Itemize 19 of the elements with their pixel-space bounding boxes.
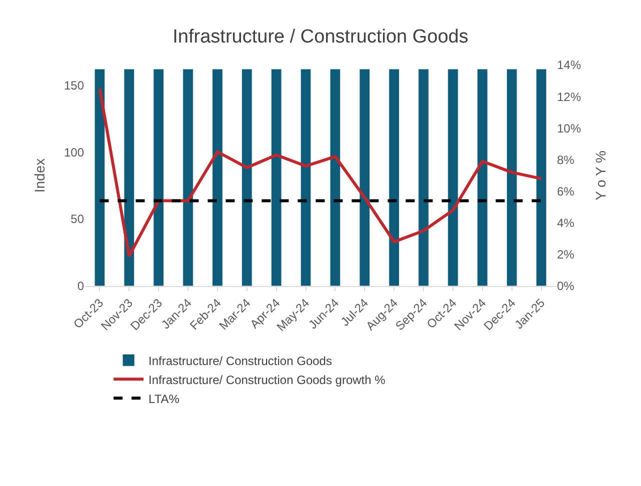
chart-title: Infrastructure / Construction Goods (172, 26, 468, 48)
y-tick-label: 100 (64, 145, 84, 160)
legend-label: Infrastructure/ Construction Goods (148, 354, 332, 368)
y2-tick-label: 0% (557, 279, 575, 294)
y2-tick-label: 4% (557, 216, 575, 230)
legend-label: Infrastructure/ Construction Goods growth % (148, 372, 386, 387)
y2-tick-label: 8% (557, 152, 575, 167)
y-tick-label: 50 (70, 212, 84, 226)
y2-tick-label: 12% (557, 90, 582, 104)
y2-axis-title: Y o Y % (592, 150, 609, 200)
y2-tick-label: 14% (557, 58, 582, 72)
y2-tick-label: 6% (557, 184, 575, 198)
line-series (98, 87, 543, 258)
y-tick-label: 150 (64, 78, 84, 92)
y2-tick-label: 10% (557, 121, 582, 136)
y-tick-label: 0 (77, 279, 84, 294)
y2-tick-label: 2% (557, 248, 575, 262)
legend-label: LTA% (148, 392, 180, 406)
y-axis-title: Index (32, 158, 48, 193)
